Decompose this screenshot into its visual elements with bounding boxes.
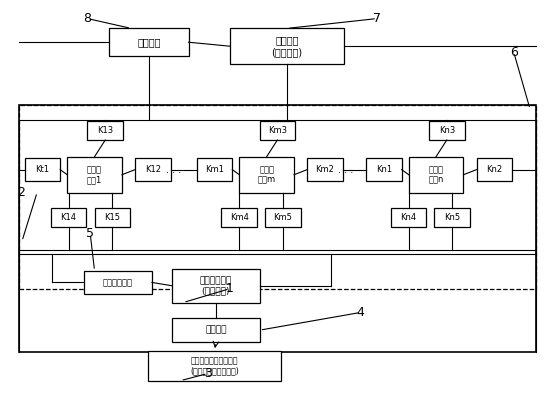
Text: 4: 4 xyxy=(357,306,365,319)
FancyBboxPatch shape xyxy=(240,157,294,193)
Text: 1: 1 xyxy=(226,282,233,295)
FancyBboxPatch shape xyxy=(366,158,402,181)
FancyBboxPatch shape xyxy=(197,158,232,181)
FancyBboxPatch shape xyxy=(51,208,86,227)
FancyBboxPatch shape xyxy=(434,208,470,227)
FancyBboxPatch shape xyxy=(147,351,282,381)
FancyBboxPatch shape xyxy=(230,28,344,64)
Text: 7: 7 xyxy=(373,12,381,25)
FancyBboxPatch shape xyxy=(259,121,295,140)
FancyBboxPatch shape xyxy=(172,269,259,302)
Text: 控制系统: 控制系统 xyxy=(137,37,161,47)
Text: 6: 6 xyxy=(509,46,518,58)
Text: K12: K12 xyxy=(145,165,161,174)
FancyBboxPatch shape xyxy=(476,158,512,181)
FancyBboxPatch shape xyxy=(172,318,259,342)
FancyBboxPatch shape xyxy=(391,208,426,227)
FancyBboxPatch shape xyxy=(67,157,122,193)
Text: 蓄电池
模组m: 蓄电池 模组m xyxy=(258,165,276,184)
Text: 蓄电池
模组n: 蓄电池 模组n xyxy=(428,165,444,184)
FancyBboxPatch shape xyxy=(94,208,130,227)
Text: Kn5: Kn5 xyxy=(444,213,460,222)
Text: K14: K14 xyxy=(61,213,77,222)
FancyBboxPatch shape xyxy=(135,158,171,181)
Text: 物理储能装置
(超级电容): 物理储能装置 (超级电容) xyxy=(200,276,232,296)
FancyBboxPatch shape xyxy=(84,271,152,294)
Text: 外部电源充电接收装置
(无线充电或有线充电): 外部电源充电接收装置 (无线充电或有线充电) xyxy=(190,356,239,376)
FancyBboxPatch shape xyxy=(87,121,123,140)
Text: Kt1: Kt1 xyxy=(35,165,49,174)
Text: K15: K15 xyxy=(104,213,120,222)
FancyBboxPatch shape xyxy=(265,208,301,227)
Text: Kn2: Kn2 xyxy=(486,165,502,174)
FancyBboxPatch shape xyxy=(221,208,257,227)
Text: 8: 8 xyxy=(83,12,92,25)
Text: 稳压控制装置: 稳压控制装置 xyxy=(103,278,133,287)
Text: Km1: Km1 xyxy=(205,165,224,174)
FancyBboxPatch shape xyxy=(25,158,60,181)
FancyBboxPatch shape xyxy=(109,28,189,56)
FancyBboxPatch shape xyxy=(307,158,343,181)
Text: Km4: Km4 xyxy=(230,213,248,222)
Text: 蓄电池
模组1: 蓄电池 模组1 xyxy=(87,165,102,184)
Text: Kn1: Kn1 xyxy=(376,165,392,174)
Text: Kn3: Kn3 xyxy=(439,126,455,135)
Text: Km3: Km3 xyxy=(268,126,287,135)
Text: . . .: . . . xyxy=(338,165,354,175)
Text: 3: 3 xyxy=(204,367,211,380)
Text: Kn4: Kn4 xyxy=(400,213,417,222)
Text: 2: 2 xyxy=(17,186,25,199)
Text: K13: K13 xyxy=(97,126,113,135)
Text: 用电设备
(电动汽车): 用电设备 (电动汽车) xyxy=(272,35,302,57)
Text: 5: 5 xyxy=(86,227,94,240)
FancyBboxPatch shape xyxy=(19,105,535,352)
Text: Km2: Km2 xyxy=(316,165,335,174)
Text: 整流装置: 整流装置 xyxy=(205,326,227,335)
Text: Km5: Km5 xyxy=(273,213,292,222)
FancyBboxPatch shape xyxy=(409,157,464,193)
Text: . . .: . . . xyxy=(166,165,182,175)
FancyBboxPatch shape xyxy=(429,121,465,140)
